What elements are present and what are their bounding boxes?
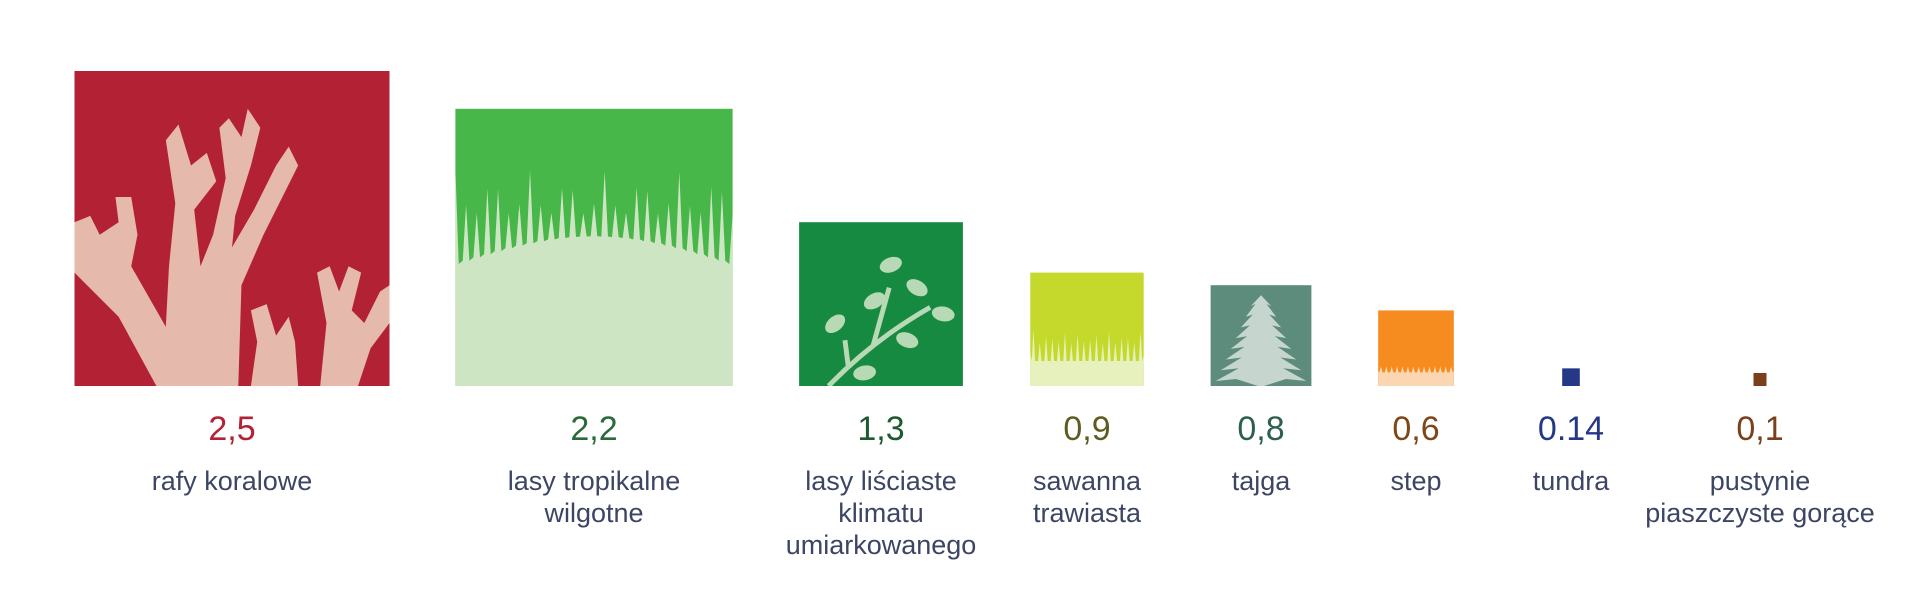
category-label-line: umiarkowanego xyxy=(785,530,977,560)
value-label-lasy-lisciaste-klimatu-umiarkowanego: 1,3 xyxy=(857,410,905,448)
coral-branch-2 xyxy=(250,304,299,386)
category-label-line: pustynie xyxy=(1709,466,1811,496)
category-label-line: lasy liściaste xyxy=(805,466,957,496)
value-label-rafy-koralowe: 2,5 xyxy=(208,410,256,448)
category-label-sawanna-trawiasta: sawanna trawiasta xyxy=(967,465,1207,529)
bar-sawanna-trawiasta xyxy=(1030,272,1144,387)
coral-icon xyxy=(74,108,390,386)
bar-square-tundra xyxy=(1562,368,1580,386)
leafy-branch-icon xyxy=(825,256,955,386)
value-label-tajga: 0,8 xyxy=(1237,410,1285,448)
palm-fronds-shape xyxy=(455,169,733,387)
bar-lasy-tropikalne-wilgotne xyxy=(455,108,733,387)
category-label-line: rafy koralowe xyxy=(151,466,313,496)
category-label-lasy-tropikalne-wilgotne: lasy tropikalne wilgotne xyxy=(474,465,714,529)
value-label-sawanna-trawiasta: 0,9 xyxy=(1063,410,1111,448)
category-label-line: tundra xyxy=(1532,466,1610,496)
bar-rafy-koralowe xyxy=(74,71,390,386)
category-label-rafy-koralowe: rafy koralowe xyxy=(112,465,352,497)
fir-tree-shape xyxy=(1215,295,1307,386)
category-label-line: tajga xyxy=(1231,466,1291,496)
category-label-line: piaszczyste gorące xyxy=(1645,498,1875,528)
leaf-0 xyxy=(879,256,902,273)
leaf-6 xyxy=(853,365,876,381)
bar-pustynie-piaszczyste-gorace xyxy=(1753,373,1767,386)
bar-tundra xyxy=(1562,368,1580,386)
value-label-pustynie-piaszczyste-gorace: 0,1 xyxy=(1736,410,1784,448)
grass-icon xyxy=(1030,329,1144,387)
coral-branch-0 xyxy=(162,108,299,386)
leaf-2 xyxy=(931,306,955,322)
coral-branch-1 xyxy=(74,197,195,386)
coral-branch-3 xyxy=(317,266,390,386)
value-label-step: 0,6 xyxy=(1392,410,1440,448)
leaf-4 xyxy=(896,332,919,349)
bar-step xyxy=(1378,310,1454,386)
fir-tree-icon xyxy=(1215,295,1307,386)
category-label-lasy-lisciaste-klimatu-umiarkowanego: lasy liściaste klimatu umiarkowanego xyxy=(761,465,1001,561)
leaf-5 xyxy=(825,314,846,334)
bar-square-pustynie-piaszczyste-gorace xyxy=(1753,373,1767,386)
value-label-lasy-tropikalne-wilgotne: 2,2 xyxy=(570,410,618,448)
value-label-tundra: 0.14 xyxy=(1537,410,1605,448)
category-label-step: step xyxy=(1296,465,1536,497)
bar-tajga xyxy=(1210,285,1312,386)
category-label-line: sawanna xyxy=(1032,466,1142,496)
leaf-3 xyxy=(863,292,886,310)
steppe-grass-shape xyxy=(1378,366,1454,386)
category-label-tajga: tajga xyxy=(1141,465,1381,497)
category-label-tundra: tundra xyxy=(1451,465,1691,497)
steppe-grass-icon xyxy=(1378,366,1454,386)
palm-fronds-icon xyxy=(455,169,733,387)
branch-stem xyxy=(826,287,932,386)
category-label-line: step xyxy=(1390,466,1442,496)
grass-shape xyxy=(1030,329,1144,387)
leaf-1 xyxy=(906,279,928,297)
bar-lasy-lisciaste-klimatu-umiarkowanego xyxy=(799,222,963,386)
category-label-line: lasy tropikalne wilgotne xyxy=(507,466,681,528)
category-label-line: klimatu xyxy=(838,498,924,528)
category-label-line: trawiasta xyxy=(1032,498,1142,528)
category-label-pustynie-piaszczyste-gorace: pustynie piaszczyste gorące xyxy=(1640,465,1880,529)
